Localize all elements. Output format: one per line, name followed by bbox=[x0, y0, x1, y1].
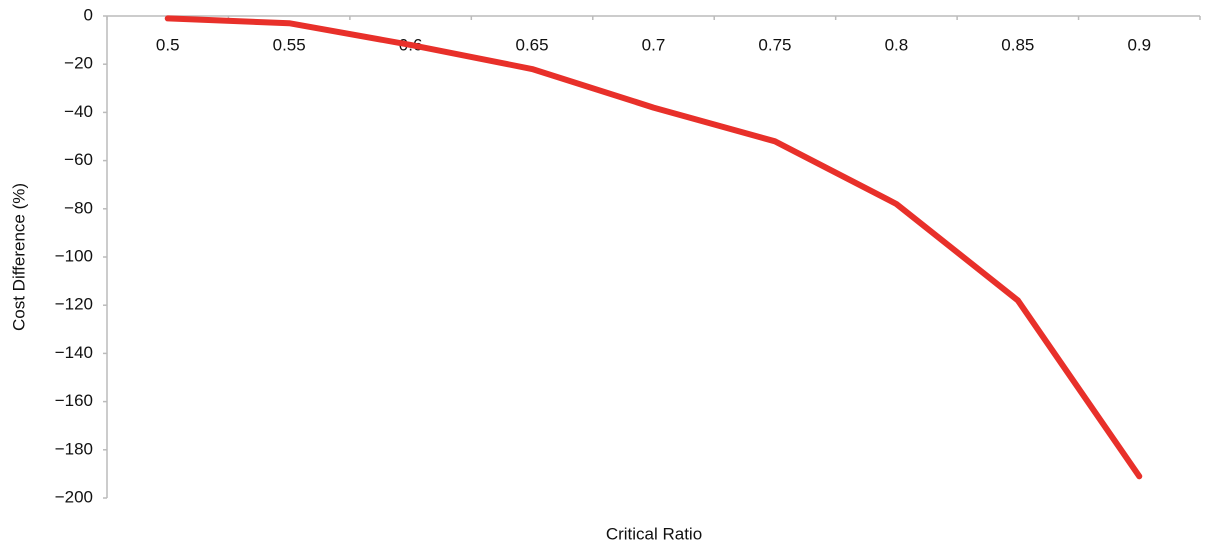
x-tick-label: 0.75 bbox=[758, 35, 791, 54]
y-tick-label: −80 bbox=[64, 198, 93, 217]
y-axis-title: Cost Difference (%) bbox=[9, 183, 28, 331]
x-tick-label: 0.5 bbox=[156, 35, 180, 54]
x-tick-label: 0.55 bbox=[273, 35, 306, 54]
x-tick-label: 0.7 bbox=[642, 35, 666, 54]
line-series bbox=[164, 15, 1143, 480]
y-tick-label: −200 bbox=[55, 487, 93, 506]
x-tick-label: 0.65 bbox=[516, 35, 549, 54]
x-tick-label: 0.85 bbox=[1001, 35, 1034, 54]
x-axis-title: Critical Ratio bbox=[606, 524, 702, 543]
y-tick-label: −120 bbox=[55, 295, 93, 314]
y-tick-label: −180 bbox=[55, 439, 93, 458]
y-tick-label: −60 bbox=[64, 150, 93, 169]
y-tick-label: −140 bbox=[55, 343, 93, 362]
y-tick-label: −20 bbox=[64, 54, 93, 73]
x-tick-label: 0.9 bbox=[1127, 35, 1151, 54]
y-tick-label: −160 bbox=[55, 391, 93, 410]
y-tick-label: −40 bbox=[64, 102, 93, 121]
y-tick-label: 0 bbox=[84, 5, 93, 24]
y-tick-label: −100 bbox=[55, 246, 93, 265]
x-tick-label: 0.8 bbox=[885, 35, 909, 54]
